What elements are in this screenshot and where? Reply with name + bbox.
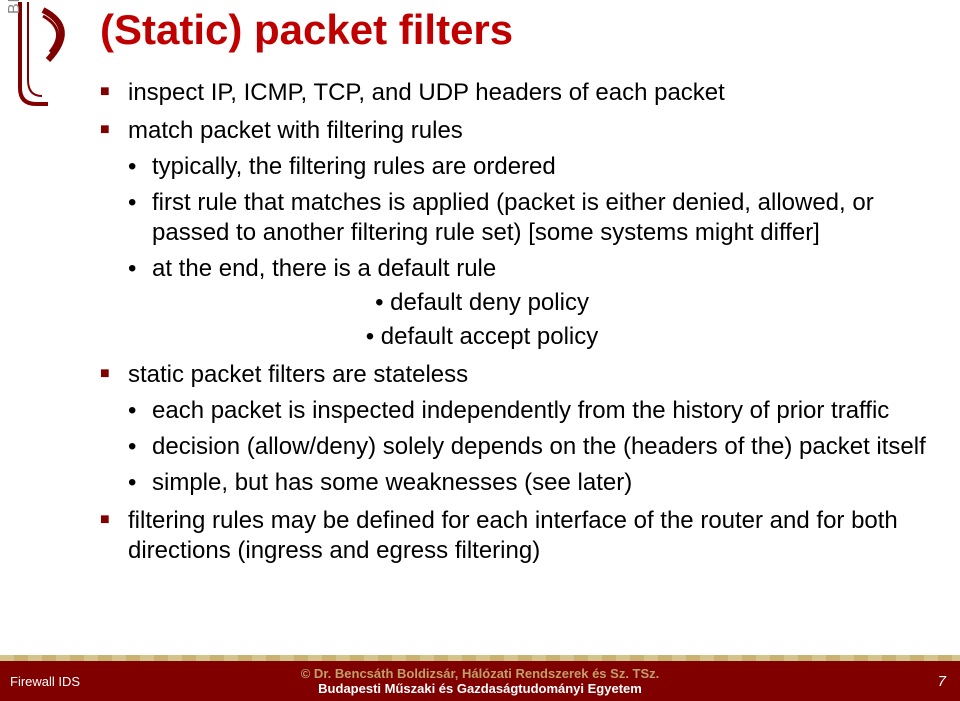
sublist: typically, the filtering rules are order… — [128, 152, 940, 352]
list-item: default accept policy — [212, 322, 752, 352]
bullet-text: default deny policy — [390, 289, 589, 316]
list-item: decision (allow/deny) solely depends on … — [128, 432, 940, 462]
sublist: each packet is inspected independently f… — [128, 396, 940, 498]
bullet-text: match packet with filtering rules — [128, 117, 463, 144]
list-item: at the end, there is a default rule defa… — [128, 254, 940, 352]
footer-institution: Budapesti Műszaki és Gazdaságtudományi E… — [0, 681, 960, 696]
page-number: 7 — [938, 673, 946, 690]
footer-attribution: © Dr. Bencsáth Boldizsár, Hálózati Rends… — [0, 666, 960, 681]
slide-content: (Static) packet filters inspect IP, ICMP… — [100, 0, 940, 574]
list-item: typically, the filtering rules are order… — [128, 152, 940, 182]
institution-logo: BME — [0, 0, 40, 701]
logo-text: BME — [6, 0, 24, 14]
bullet-text: first rule that matches is applied (pack… — [152, 189, 874, 246]
list-item: first rule that matches is applied (pack… — [128, 188, 940, 248]
list-item: simple, but has some weaknesses (see lat… — [128, 468, 940, 498]
list-item: match packet with filtering rules typica… — [100, 116, 940, 352]
logo-mark-icon — [8, 0, 78, 120]
bullet-text: default accept policy — [381, 323, 598, 350]
list-item: each packet is inspected independently f… — [128, 396, 940, 426]
footer-left-label: Firewall IDS — [10, 674, 80, 689]
bullet-text: at the end, there is a default rule — [152, 255, 496, 282]
list-item: filtering rules may be defined for each … — [100, 506, 940, 566]
bullet-text: typically, the filtering rules are order… — [152, 153, 556, 180]
footer-center: © Dr. Bencsáth Boldizsár, Hálózati Rends… — [0, 666, 960, 696]
slide-footer: Firewall IDS © Dr. Bencsáth Boldizsár, H… — [0, 661, 960, 701]
list-item: default deny policy — [212, 288, 752, 318]
bullet-text: each packet is inspected independently f… — [152, 397, 889, 424]
bullet-text: decision (allow/deny) solely depends on … — [152, 433, 926, 460]
bullet-text: filtering rules may be defined for each … — [128, 507, 898, 564]
bullet-text: inspect IP, ICMP, TCP, and UDP headers o… — [128, 79, 725, 106]
list-item: inspect IP, ICMP, TCP, and UDP headers o… — [100, 78, 940, 108]
slide: BME (Static) packet filters inspect IP, … — [0, 0, 960, 701]
bullet-text: static packet filters are stateless — [128, 361, 468, 388]
slide-title: (Static) packet filters — [100, 6, 940, 54]
list-item: static packet filters are stateless each… — [100, 360, 940, 498]
bullet-list: inspect IP, ICMP, TCP, and UDP headers o… — [100, 78, 940, 566]
sub-sublist: default deny policy default accept polic… — [212, 288, 752, 352]
bullet-text: simple, but has some weaknesses (see lat… — [152, 469, 632, 496]
